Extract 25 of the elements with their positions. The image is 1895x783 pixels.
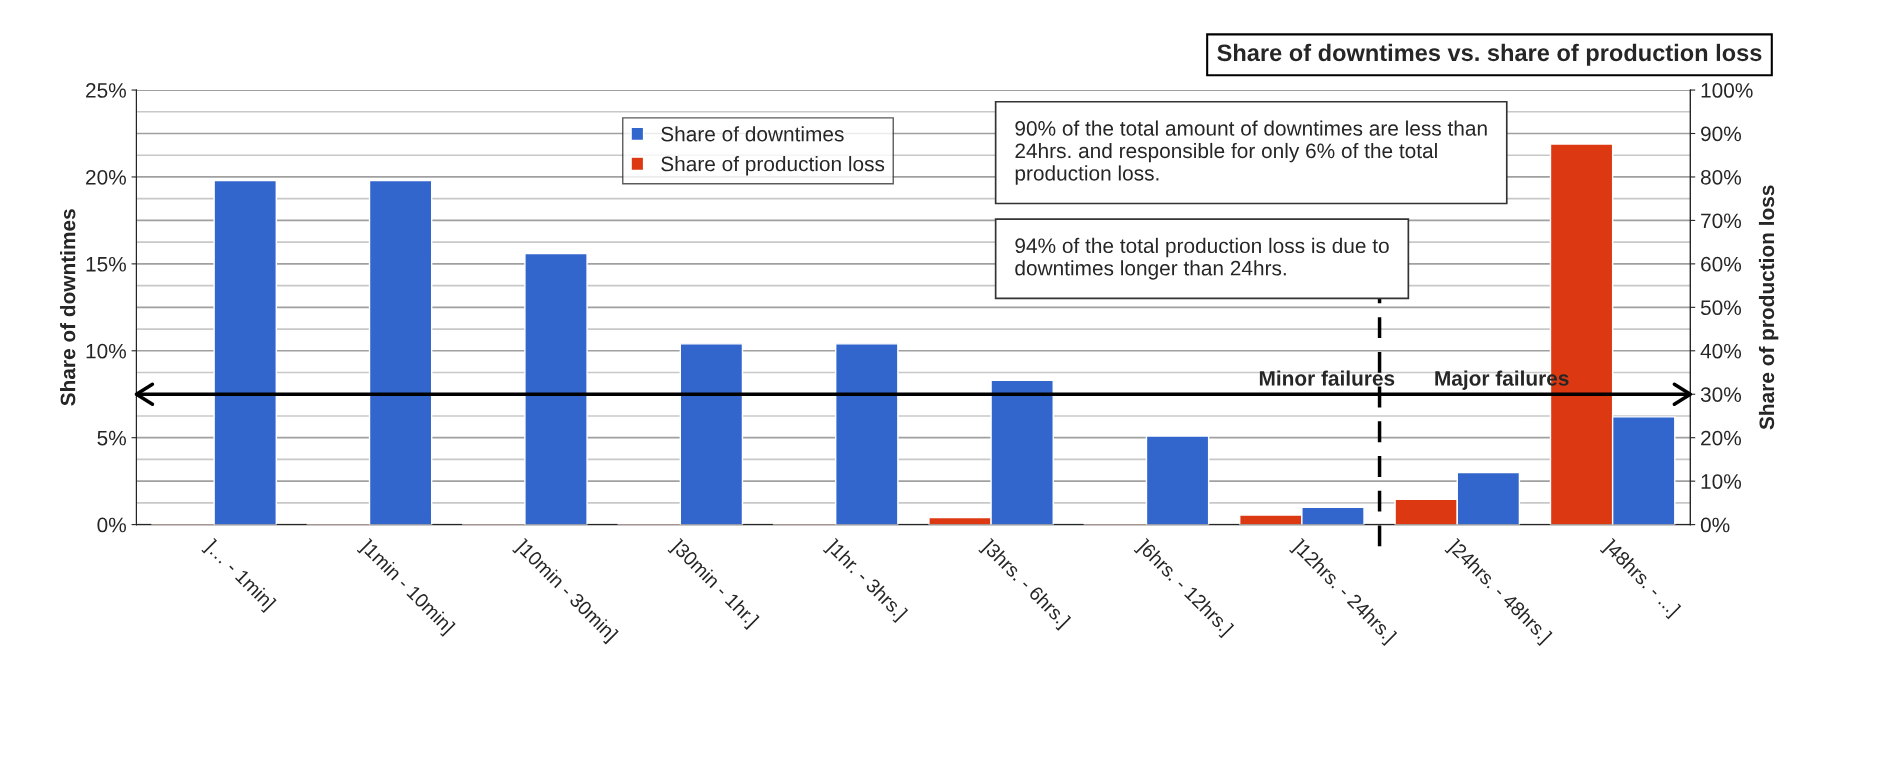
y-tick-label: 10%	[86, 343, 126, 359]
y-tick-label: 15%	[86, 256, 126, 272]
annotation: Minor failures	[1259, 370, 1395, 386]
y2-tick-label: 30%	[1700, 387, 1742, 402]
y-tick-label: 5%	[97, 430, 126, 446]
legend-label: Share of downtimes	[661, 126, 844, 142]
y2-tick-label: 70%	[1701, 213, 1742, 229]
y-tick-label: 20%	[86, 169, 126, 185]
y2-tick-label: 60%	[1701, 256, 1742, 272]
chart-title: Share of downtimes vs. share of production loss	[1217, 43, 1762, 66]
y-tick-label: 0%	[97, 517, 126, 533]
annotation: 94% of the total production loss is due to downtimes longer than 24hrs.	[1015, 237, 1389, 280]
annotation: 90% of the total amount of downtimes are less than 24hrs. and responsible for only 6% of the total production loss.	[1015, 120, 1487, 185]
y2-tick-label: 80%	[1700, 169, 1742, 185]
y2-tick-label: 10%	[1701, 474, 1742, 489]
y-axis-title: Share of downtimes	[60, 209, 76, 406]
y2-tick-label: 40%	[1700, 343, 1742, 359]
y2-tick-label: 100%	[1701, 83, 1753, 98]
legend-label: Share of production loss	[661, 156, 885, 176]
y2-tick-label: 50%	[1700, 300, 1742, 316]
y2-tick-label: 90%	[1701, 126, 1742, 142]
y-tick-label: 25%	[86, 83, 126, 98]
y2-axis-title: Share of production loss	[1758, 185, 1779, 430]
y2-tick-label: 20%	[1701, 430, 1742, 446]
y2-tick-label: 0%	[1700, 517, 1730, 533]
